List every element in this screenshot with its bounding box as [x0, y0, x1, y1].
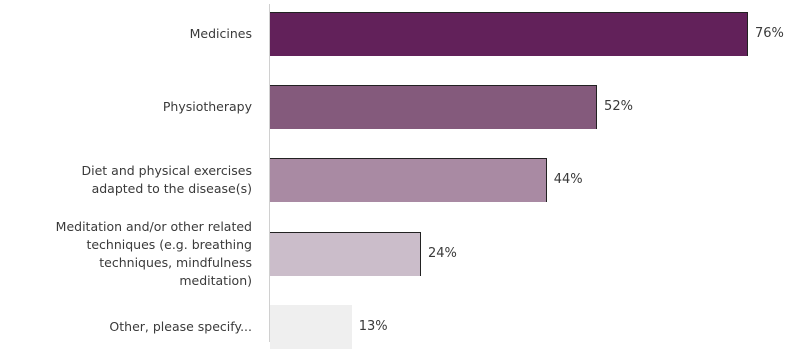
- value-label-3: 44%: [553, 172, 583, 187]
- category-label-4: Meditation and/or other related technique…: [0, 218, 252, 290]
- category-label-2: Physiotherapy: [0, 98, 252, 116]
- bar-1: [270, 12, 748, 56]
- category-label-line: techniques (e.g. breathing: [86, 237, 252, 252]
- category-axis-line: [269, 4, 270, 342]
- category-label-1: Medicines: [0, 25, 252, 43]
- value-label-1: 76%: [755, 26, 784, 41]
- category-label-line: meditation): [179, 273, 252, 288]
- category-label-line: Medicines: [189, 26, 252, 41]
- bar-5: [270, 305, 352, 349]
- bar-2: [270, 85, 598, 129]
- category-label-5: Other, please specify...: [0, 318, 252, 336]
- category-label-line: Physiotherapy: [162, 99, 252, 114]
- category-label-line: Meditation and/or other related: [55, 219, 252, 234]
- bar-3: [270, 158, 547, 202]
- category-label-line: techniques, mindfulness: [99, 255, 252, 270]
- bar-4: [270, 232, 421, 276]
- bar-chart: 76% Medicines 52% Physiotherapy 44% Diet and …: [0, 4, 784, 349]
- category-label-line: Diet and physical exercises: [81, 163, 252, 178]
- value-label-5: 13%: [358, 319, 388, 334]
- category-label-line: adapted to the disease(s): [91, 181, 252, 196]
- value-label-2: 52%: [604, 99, 633, 114]
- category-label-line: Other, please specify...: [109, 319, 252, 334]
- value-label-4: 24%: [427, 246, 457, 261]
- category-label-3: Diet and physical exercises adapted to th…: [0, 162, 252, 198]
